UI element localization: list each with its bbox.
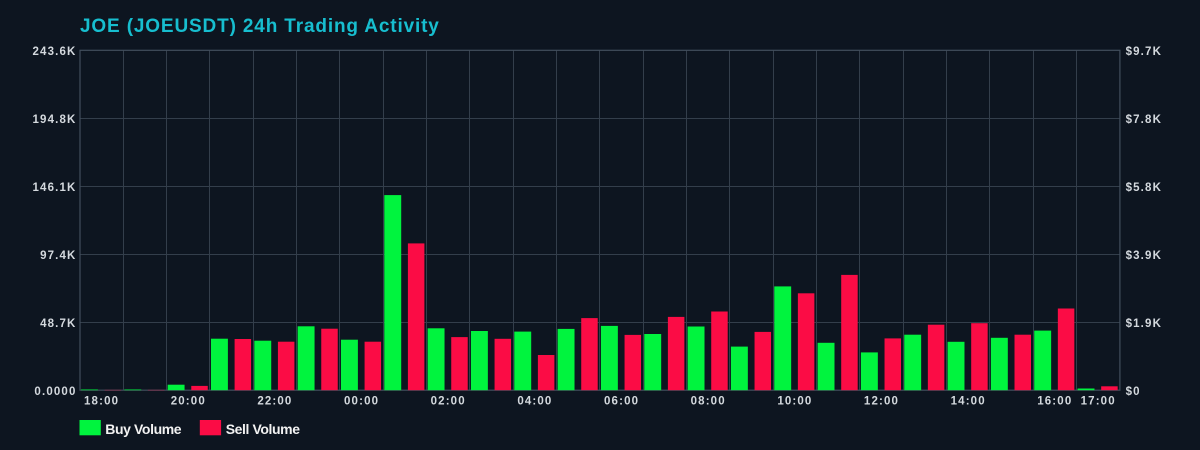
svg-text:06:00: 06:00 [604, 396, 639, 408]
svg-text:194.8K: 194.8K [33, 114, 77, 126]
svg-text:0.0000: 0.0000 [34, 386, 76, 398]
svg-text:17:00: 17:00 [1081, 396, 1116, 408]
svg-text:JOE (JOEUSDT) 24h Trading Acti: JOE (JOEUSDT) 24h Trading Activity [80, 16, 440, 37]
svg-text:08:00: 08:00 [691, 396, 726, 408]
svg-text:$3.9K: $3.9K [1126, 250, 1162, 262]
svg-text:$9.7K: $9.7K [1126, 46, 1162, 58]
svg-text:16:00: 16:00 [1037, 396, 1072, 408]
svg-text:02:00: 02:00 [431, 396, 466, 408]
svg-text:$1.9K: $1.9K [1126, 318, 1162, 330]
svg-text:00:00: 00:00 [344, 396, 379, 408]
svg-text:22:00: 22:00 [257, 396, 292, 408]
svg-text:18:00: 18:00 [84, 396, 119, 408]
svg-text:14:00: 14:00 [951, 396, 986, 408]
svg-text:10:00: 10:00 [777, 396, 812, 408]
svg-text:12:00: 12:00 [864, 396, 899, 408]
svg-text:Buy Volume: Buy Volume [105, 421, 181, 437]
svg-text:97.4K: 97.4K [40, 250, 76, 262]
svg-text:04:00: 04:00 [517, 396, 552, 408]
svg-text:20:00: 20:00 [171, 396, 206, 408]
svg-text:48.7K: 48.7K [40, 318, 76, 330]
svg-text:Sell Volume: Sell Volume [226, 421, 301, 437]
svg-text:$5.8K: $5.8K [1126, 182, 1162, 194]
svg-text:146.1K: 146.1K [33, 182, 77, 194]
svg-text:$0: $0 [1126, 386, 1141, 398]
svg-text:$7.8K: $7.8K [1126, 114, 1162, 126]
svg-text:243.6K: 243.6K [33, 46, 77, 58]
